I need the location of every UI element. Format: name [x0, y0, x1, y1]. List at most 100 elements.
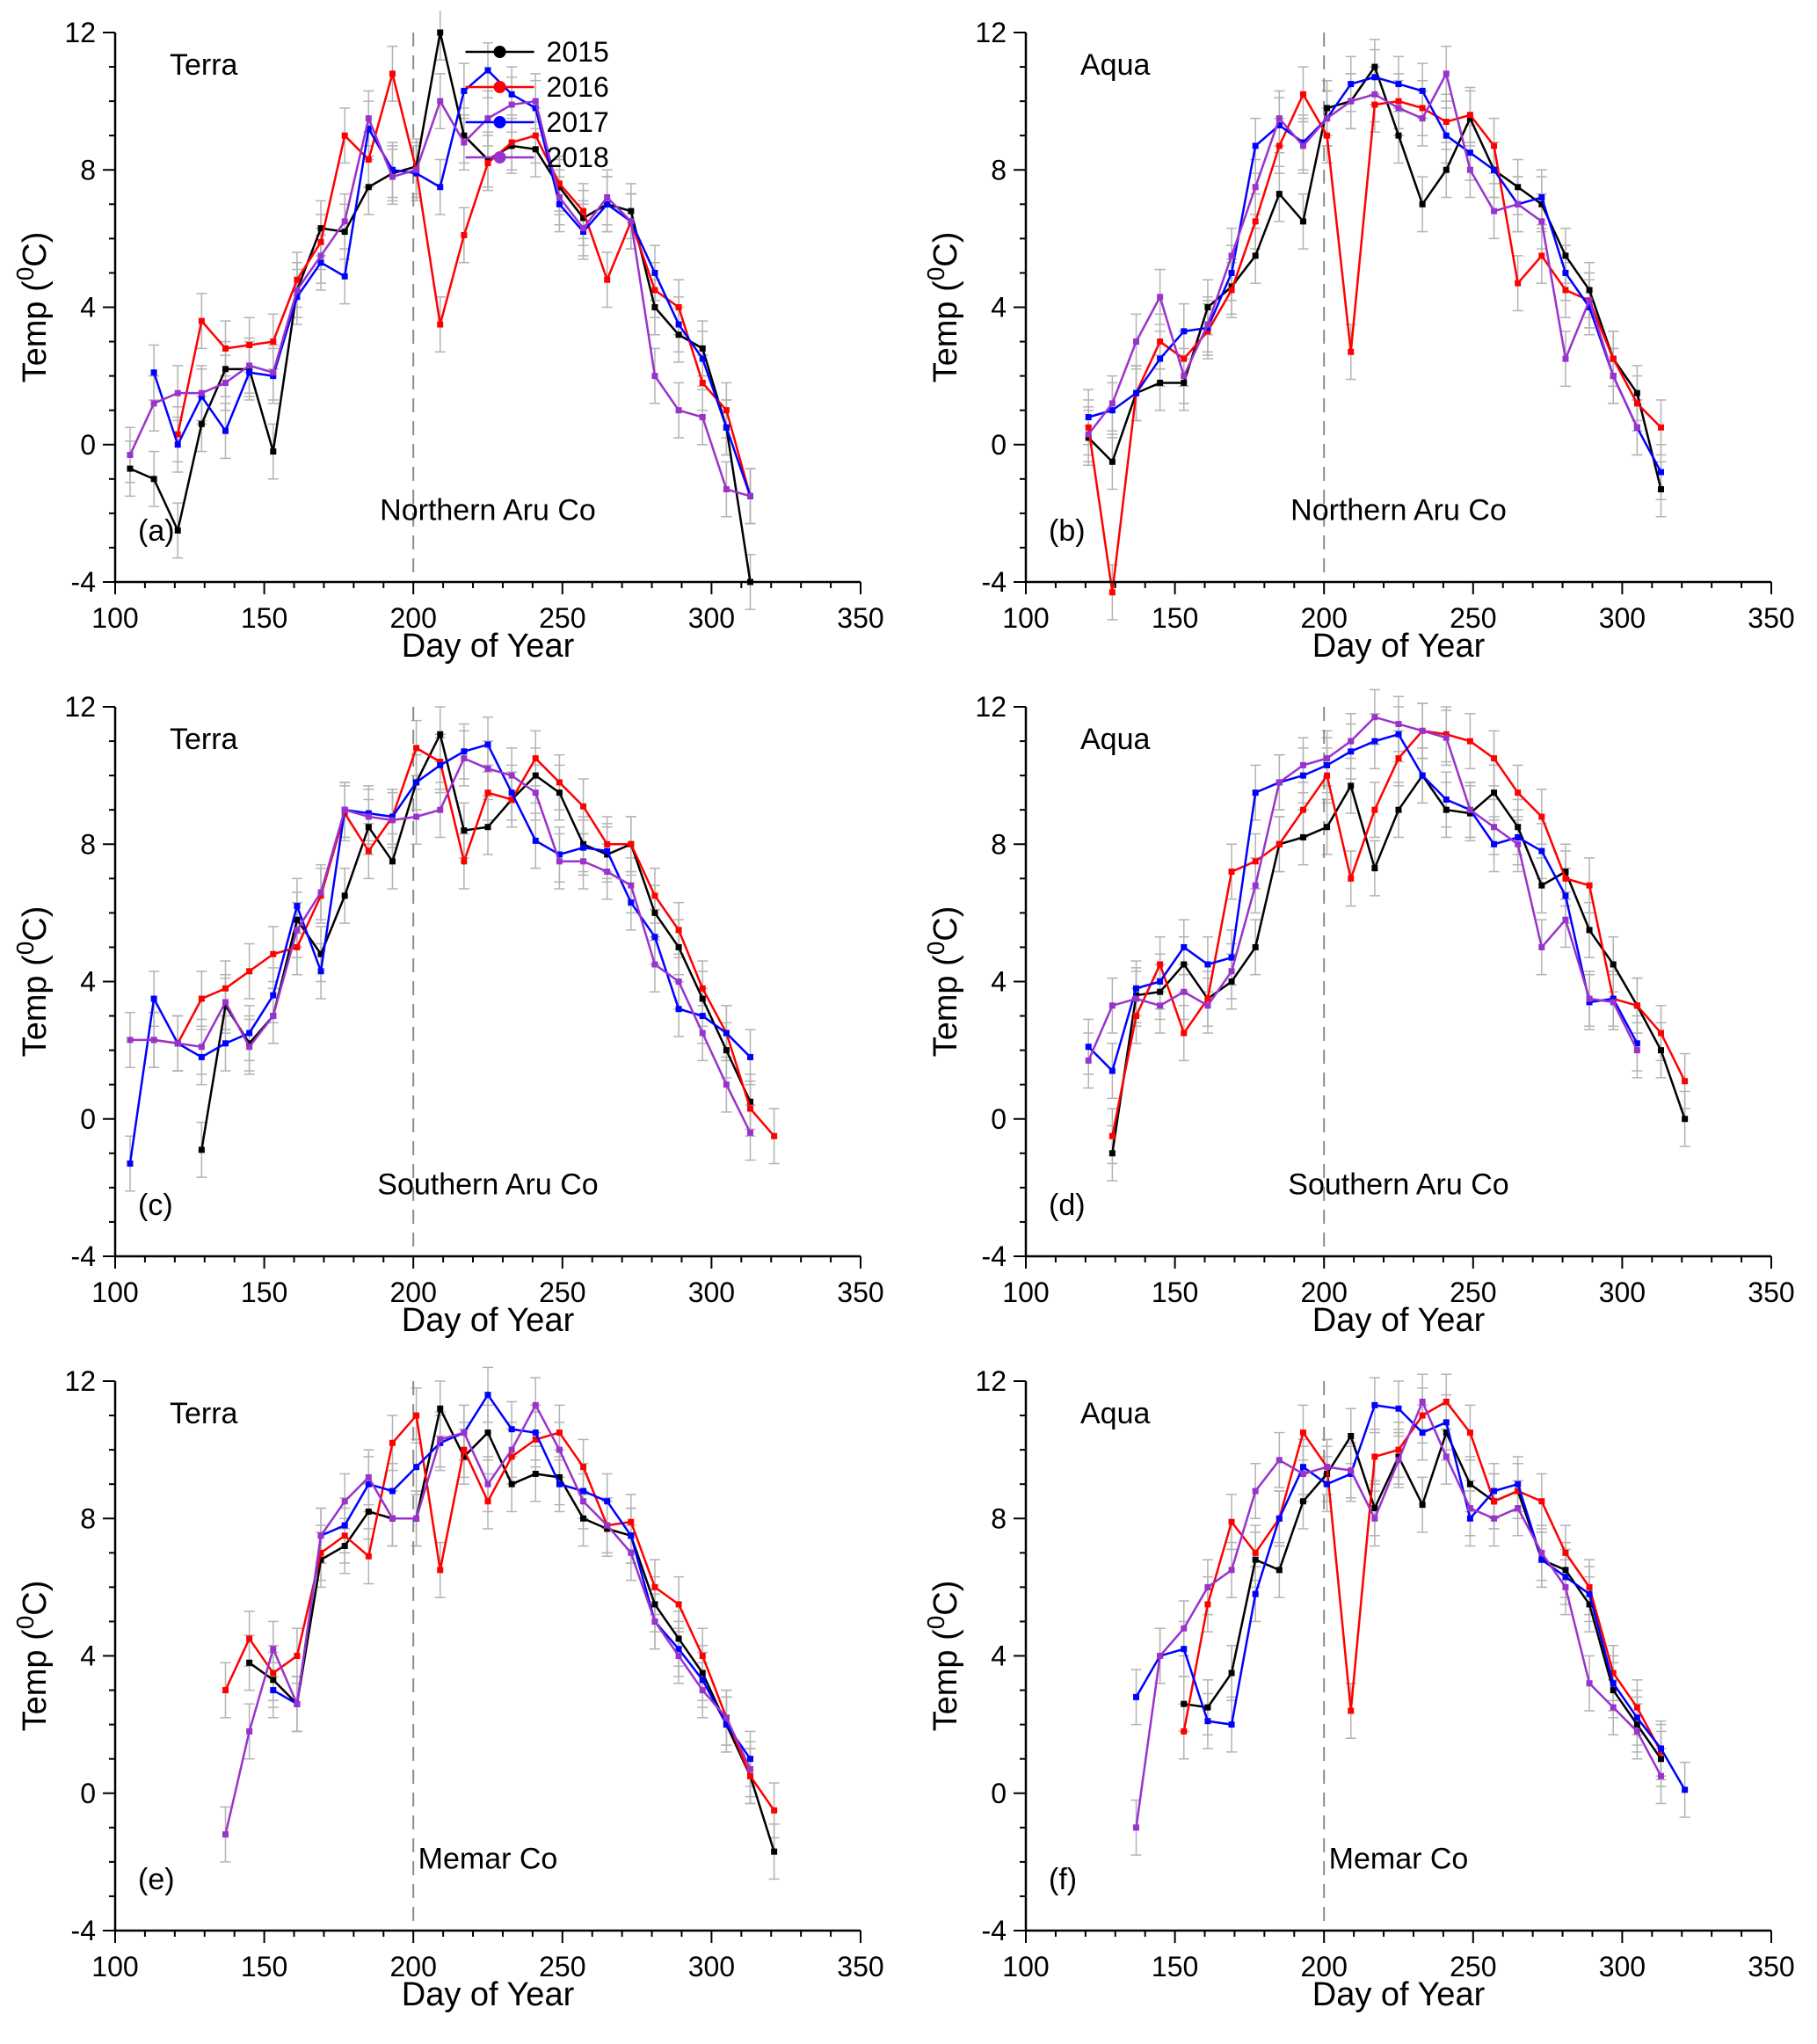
tick-marks — [103, 32, 861, 594]
data-point — [1252, 943, 1259, 950]
data-point — [389, 1488, 396, 1495]
data-point — [532, 755, 539, 762]
data-point — [556, 858, 563, 865]
data-point — [270, 369, 277, 376]
data-point — [389, 173, 396, 180]
data-point — [1108, 1132, 1116, 1139]
svg-text:100: 100 — [1002, 1277, 1049, 1308]
data-point — [580, 1498, 587, 1505]
data-point — [413, 166, 420, 173]
panel-letter: (b) — [1049, 514, 1086, 548]
data-point — [1443, 796, 1450, 803]
data-point — [1515, 789, 1522, 797]
data-point — [246, 341, 253, 348]
data-point — [246, 1659, 253, 1666]
data-point — [461, 1429, 468, 1437]
data-point — [1562, 1583, 1569, 1590]
data-point — [508, 772, 515, 779]
data-point — [1395, 806, 1402, 813]
data-point — [150, 369, 157, 376]
svg-text:12: 12 — [64, 691, 96, 723]
data-point — [1562, 1567, 1569, 1574]
data-point — [150, 400, 157, 407]
data-point — [1466, 1480, 1473, 1488]
data-point — [1276, 191, 1283, 198]
svg-text:200: 200 — [390, 602, 437, 634]
data-point — [1157, 961, 1164, 968]
data-point — [556, 1473, 563, 1480]
data-point — [389, 817, 396, 824]
svg-text:4: 4 — [80, 1640, 96, 1672]
data-point — [675, 927, 682, 934]
data-point — [532, 1436, 539, 1443]
data-point — [365, 1553, 372, 1560]
data-point — [1108, 400, 1116, 407]
satellite-label: Aqua — [1080, 1397, 1150, 1430]
data-point — [1562, 875, 1569, 882]
data-point — [1348, 748, 1355, 755]
data-point — [1443, 1453, 1450, 1460]
data-point — [1633, 1047, 1640, 1054]
data-point — [723, 424, 730, 431]
data-point — [222, 345, 229, 352]
panel-letter: (f) — [1049, 1863, 1077, 1896]
data-point — [1252, 1556, 1259, 1563]
data-point — [365, 1473, 372, 1480]
data-point — [532, 1401, 539, 1408]
svg-text:12: 12 — [975, 691, 1007, 723]
chart-panel-a: 100 150 200 250 300 350 -4 0 4 8 12 Day of Year Temp… — [14, 11, 884, 665]
data-point — [604, 851, 611, 858]
data-point — [437, 731, 444, 738]
data-point — [437, 759, 444, 765]
tick-labels: 100 150 200 250 300 350 -4 0 4 8 12 — [975, 17, 1794, 634]
data-point — [461, 231, 468, 238]
data-point — [1633, 1714, 1640, 1721]
data-point — [1419, 1412, 1426, 1419]
data-point — [317, 225, 324, 232]
y-axis-label: Temp (0C) — [925, 906, 964, 1058]
data-point — [127, 1160, 134, 1167]
data-point — [580, 858, 587, 865]
data-point — [1348, 81, 1355, 88]
svg-text:150: 150 — [241, 602, 287, 634]
data-point — [484, 789, 491, 797]
data-point — [294, 943, 301, 950]
data-point — [437, 1405, 444, 1412]
data-point — [556, 180, 563, 187]
svg-text:8: 8 — [991, 154, 1007, 185]
data-point — [651, 934, 658, 941]
chart-panel-e: 100 150 200 250 300 350 -4 0 4 8 12 Day of Year Temp… — [14, 1365, 884, 2013]
data-point — [341, 1522, 348, 1529]
data-point — [532, 1429, 539, 1437]
data-point — [1515, 280, 1522, 287]
data-point — [556, 789, 563, 797]
data-point — [294, 1700, 301, 1707]
data-point — [1276, 115, 1283, 122]
data-point — [1181, 943, 1188, 950]
data-point — [1181, 961, 1188, 968]
series-2018 — [1085, 70, 1640, 438]
data-point — [484, 67, 491, 74]
data-point — [604, 840, 611, 847]
data-point — [746, 1105, 753, 1112]
data-point — [270, 1687, 277, 1694]
data-point — [270, 373, 277, 380]
data-point — [461, 755, 468, 762]
data-point — [675, 321, 682, 328]
data-point — [699, 355, 706, 362]
data-point — [198, 317, 205, 324]
data-point — [1085, 1057, 1092, 1064]
chart-panel-f: 100 150 200 250 300 350 -4 0 4 8 12 Day of Year Temp… — [925, 1365, 1795, 2013]
data-point — [1108, 589, 1116, 596]
svg-text:4: 4 — [991, 966, 1007, 998]
data-point — [699, 414, 706, 420]
data-point — [270, 1646, 277, 1653]
lake-label: Southern Aru Co — [377, 1168, 598, 1202]
data-point — [1157, 355, 1164, 362]
data-point — [699, 1669, 706, 1677]
data-point — [1181, 1029, 1188, 1037]
data-point — [1633, 389, 1640, 396]
data-point — [746, 1098, 753, 1105]
data-point — [556, 851, 563, 858]
data-point — [723, 1081, 730, 1088]
